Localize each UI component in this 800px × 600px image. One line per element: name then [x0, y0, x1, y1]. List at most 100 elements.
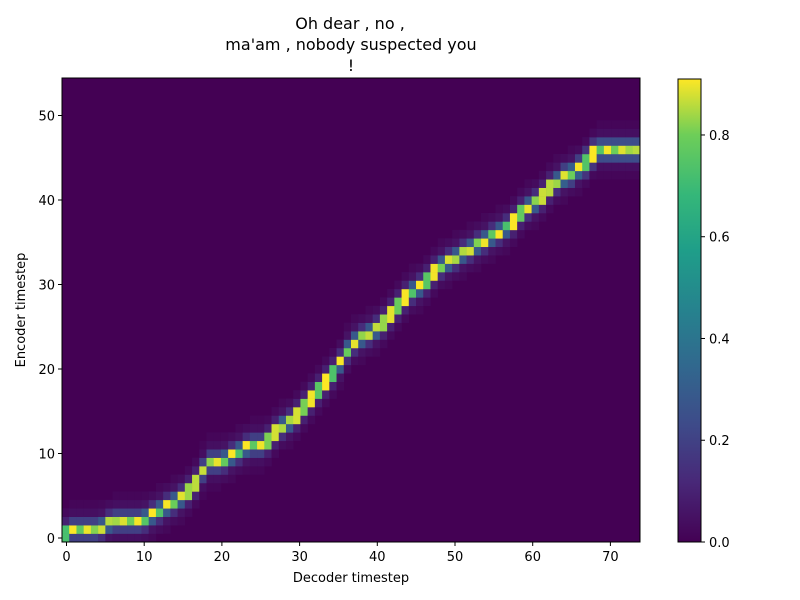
- heatmap-cell: [437, 272, 446, 281]
- y-axis: 0 10 20 30 40 50: [38, 110, 62, 547]
- heatmap-cell: [90, 508, 99, 517]
- heatmap-cell: [314, 364, 323, 374]
- x-tick-label: 0: [62, 550, 70, 565]
- heatmap-cell: [611, 153, 619, 163]
- heatmap-cell: [141, 516, 149, 526]
- heatmap-cell: [249, 449, 258, 458]
- heatmap-cell: [83, 499, 92, 509]
- heatmap-cell: [62, 516, 70, 526]
- heatmap-cell: [379, 314, 388, 323]
- heatmap-cell: [127, 499, 135, 509]
- heatmap-cell: [488, 212, 496, 222]
- heatmap-cell: [351, 356, 359, 366]
- colorbar-tick-label: 0.6: [709, 231, 730, 246]
- heatmap-cell: [466, 263, 475, 273]
- heatmap-cell: [394, 314, 402, 323]
- heatmap-cell: [502, 246, 511, 256]
- heatmap-cell: [553, 179, 561, 188]
- heatmap-cell: [481, 238, 489, 248]
- heatmap-cell: [141, 491, 149, 501]
- heatmap-cell: [488, 221, 496, 231]
- heatmap-cell: [546, 196, 554, 205]
- heatmap-cell: [329, 364, 337, 374]
- heatmap-cell: [632, 145, 641, 155]
- heatmap-cell: [228, 457, 236, 467]
- heatmap-cell: [293, 415, 301, 425]
- heatmap-cell: [199, 466, 207, 475]
- heatmap-cell: [538, 212, 547, 222]
- heatmap-cell: [155, 508, 164, 517]
- heatmap-cell: [177, 516, 186, 526]
- heatmap-cell: [408, 305, 417, 315]
- heatmap-cell: [213, 457, 222, 467]
- heatmap-cell: [271, 407, 280, 416]
- heatmap-cell: [62, 508, 70, 517]
- heatmap-cell: [170, 516, 178, 526]
- heatmap-cell: [98, 508, 106, 517]
- heatmap-cell: [466, 238, 475, 248]
- heatmap-cell: [618, 170, 626, 180]
- heatmap-cell: [444, 272, 453, 281]
- heatmap-cell: [242, 423, 251, 433]
- heatmap-cell: [509, 221, 518, 231]
- x-tick-label: 50: [447, 550, 464, 565]
- heatmap-cell: [76, 525, 84, 534]
- heatmap-cell: [466, 255, 475, 264]
- heatmap-cell: [242, 432, 251, 442]
- heatmap-cell: [127, 491, 135, 501]
- heatmap-cell: [437, 263, 446, 273]
- heatmap-cell: [632, 170, 641, 180]
- heatmap-cell: [192, 482, 200, 492]
- heatmap-cell: [249, 440, 258, 450]
- heatmap-cell: [611, 137, 619, 146]
- heatmap-cell: [459, 255, 467, 264]
- heatmap-cell: [351, 314, 359, 323]
- heatmap-cell: [112, 491, 121, 501]
- heatmap-cell: [625, 137, 634, 146]
- heatmap-cell: [351, 347, 359, 357]
- heatmap-cell: [596, 137, 605, 146]
- heatmap-cell: [148, 516, 157, 526]
- heatmap-cell: [192, 457, 200, 467]
- heatmap-cell: [213, 432, 222, 442]
- heatmap-cell: [509, 196, 518, 205]
- heatmap-cell: [560, 162, 569, 172]
- heatmap-cell: [278, 398, 287, 408]
- heatmap-cell: [278, 407, 287, 416]
- heatmap-cell: [582, 170, 590, 180]
- heatmap-cell: [560, 187, 569, 197]
- heatmap-cell: [618, 120, 626, 129]
- heatmap-cell: [632, 162, 641, 172]
- heatmap-cell: [271, 432, 280, 442]
- heatmap-cell: [322, 381, 330, 391]
- heatmap-cell: [155, 525, 164, 534]
- heatmap-cell: [596, 162, 605, 172]
- heatmap-cell: [112, 533, 121, 543]
- heatmap-cell: [430, 246, 438, 256]
- heatmap-cell: [531, 187, 540, 197]
- heatmap-cell: [430, 263, 438, 273]
- heatmap-cell: [228, 466, 236, 475]
- heatmap-cell: [314, 398, 323, 408]
- heatmap-cell: [112, 499, 121, 509]
- heatmap-cell: [416, 280, 424, 290]
- heatmap-cell: [502, 229, 511, 239]
- heatmap-cell: [567, 187, 576, 197]
- heatmap-cell: [336, 339, 345, 349]
- heatmap-cell: [387, 331, 395, 340]
- heatmap-cell: [141, 533, 149, 543]
- heatmap-cell: [430, 288, 438, 298]
- heatmap-cell: [603, 162, 612, 172]
- heatmap-cell: [112, 525, 121, 534]
- heatmap-cell: [553, 170, 561, 180]
- x-axis: 0 10 20 30 40 50 60 70: [62, 542, 619, 565]
- heatmap-cell: [242, 449, 251, 458]
- heatmap-cell: [531, 179, 540, 188]
- heatmap-cell: [184, 482, 193, 492]
- heatmap-cell: [538, 170, 547, 180]
- y-tick-label: 0: [47, 532, 55, 547]
- heatmap-cell: [119, 508, 128, 517]
- heatmap-cell: [358, 339, 366, 349]
- heatmap-cell: [98, 499, 106, 509]
- heatmap-cell: [249, 466, 258, 475]
